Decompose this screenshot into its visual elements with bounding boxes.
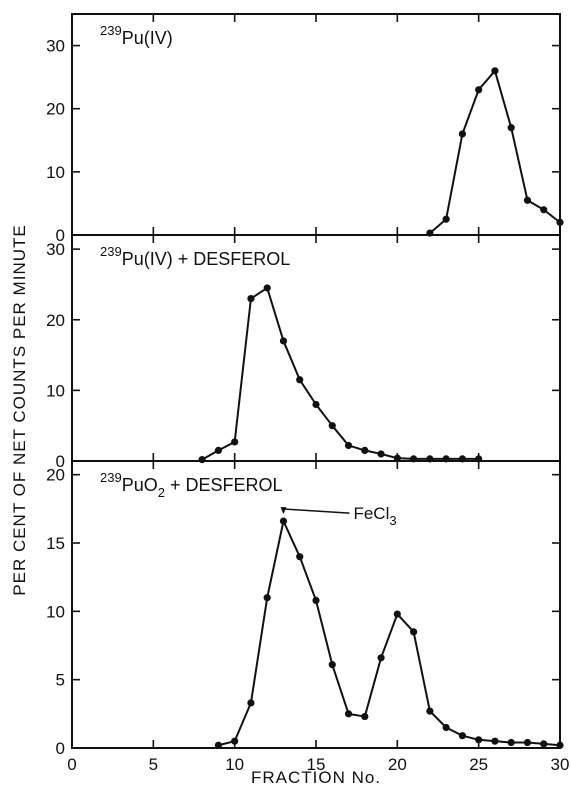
data-point — [214, 741, 222, 749]
data-point — [458, 130, 466, 138]
x-tick-label: 30 — [551, 755, 570, 774]
data-point — [556, 218, 564, 226]
y-tick-label: 10 — [46, 163, 65, 182]
x-tick-label: 0 — [67, 755, 76, 774]
data-point — [507, 124, 515, 132]
data-point — [377, 654, 385, 662]
y-tick-label: 10 — [46, 381, 65, 400]
data-point — [540, 206, 548, 214]
data-point — [231, 438, 239, 446]
data-point — [393, 454, 401, 462]
x-tick-label: 20 — [388, 755, 407, 774]
data-point — [344, 710, 353, 718]
panel-2: 0 10 20 30 239Pu(IV) + DESFEROL — [46, 234, 561, 471]
y-axis-label: PER CENT OF NET COUNTS PER MINUTE — [10, 224, 29, 596]
x-tick-label: 25 — [469, 755, 488, 774]
data-point — [540, 740, 548, 748]
data-point — [475, 736, 483, 744]
series-line — [201, 286, 479, 461]
panel-label: 239PuO2 + DESFEROL — [100, 470, 283, 500]
y-tick-label: 0 — [56, 739, 65, 758]
data-point — [198, 455, 206, 464]
panel-label: 239Pu(IV) + DESFEROL — [100, 244, 290, 269]
data-point — [361, 446, 369, 455]
data-point — [491, 67, 499, 75]
y-tick-label: 30 — [46, 37, 65, 56]
data-point — [328, 422, 336, 430]
data-point — [475, 86, 483, 94]
data-point — [361, 712, 369, 721]
data-point — [263, 594, 271, 602]
data-point — [458, 732, 466, 740]
data-point — [507, 738, 515, 747]
annotation-leader — [285, 508, 350, 514]
y-tick-label: 20 — [46, 311, 65, 330]
annotation-arrowhead — [280, 507, 287, 515]
y-tick-label: 0 — [56, 226, 65, 245]
data-point — [312, 400, 320, 409]
data-point — [279, 517, 288, 525]
y-tick-label: 0 — [56, 452, 65, 471]
data-point — [523, 738, 532, 747]
panel-1: 0 10 20 30 239Pu(IV) — [46, 13, 564, 245]
data-point — [328, 661, 336, 669]
data-point — [523, 196, 532, 204]
data-point — [296, 376, 304, 384]
data-point — [231, 737, 239, 745]
y-tick-label: 20 — [46, 466, 65, 485]
data-point — [556, 741, 564, 749]
data-point — [491, 737, 499, 745]
panel-frame — [71, 460, 561, 749]
data-point — [377, 450, 385, 458]
panel-3: 0 5 10 15 20 0 5 10 15 20 25 30 239PuO2 + DESFEROL Fe… — [46, 460, 570, 774]
y-tick-label: 30 — [46, 240, 65, 259]
data-point — [410, 628, 418, 636]
data-point — [312, 596, 320, 605]
data-point — [247, 294, 255, 303]
data-point — [279, 337, 288, 345]
series-line — [218, 520, 561, 747]
data-point — [344, 441, 353, 450]
data-point — [393, 610, 401, 618]
y-tick-label: 10 — [46, 602, 65, 621]
data-point — [442, 215, 450, 223]
data-point — [426, 707, 434, 715]
x-tick-label: 15 — [307, 755, 326, 774]
data-point — [296, 553, 304, 561]
data-point — [214, 446, 222, 455]
y-tick-label: 5 — [56, 671, 65, 690]
y-tick-label: 20 — [46, 100, 65, 119]
annotation-label: FeCl3 — [353, 504, 396, 528]
panel-label: 239Pu(IV) — [100, 23, 173, 48]
y-tick-label: 15 — [46, 534, 65, 553]
data-point — [442, 723, 450, 732]
x-tick-label: 5 — [149, 755, 158, 774]
x-axis-label: FRACTION No. — [250, 768, 382, 787]
x-tick-label: 10 — [225, 755, 244, 774]
data-point — [263, 284, 271, 292]
data-point — [247, 699, 255, 707]
